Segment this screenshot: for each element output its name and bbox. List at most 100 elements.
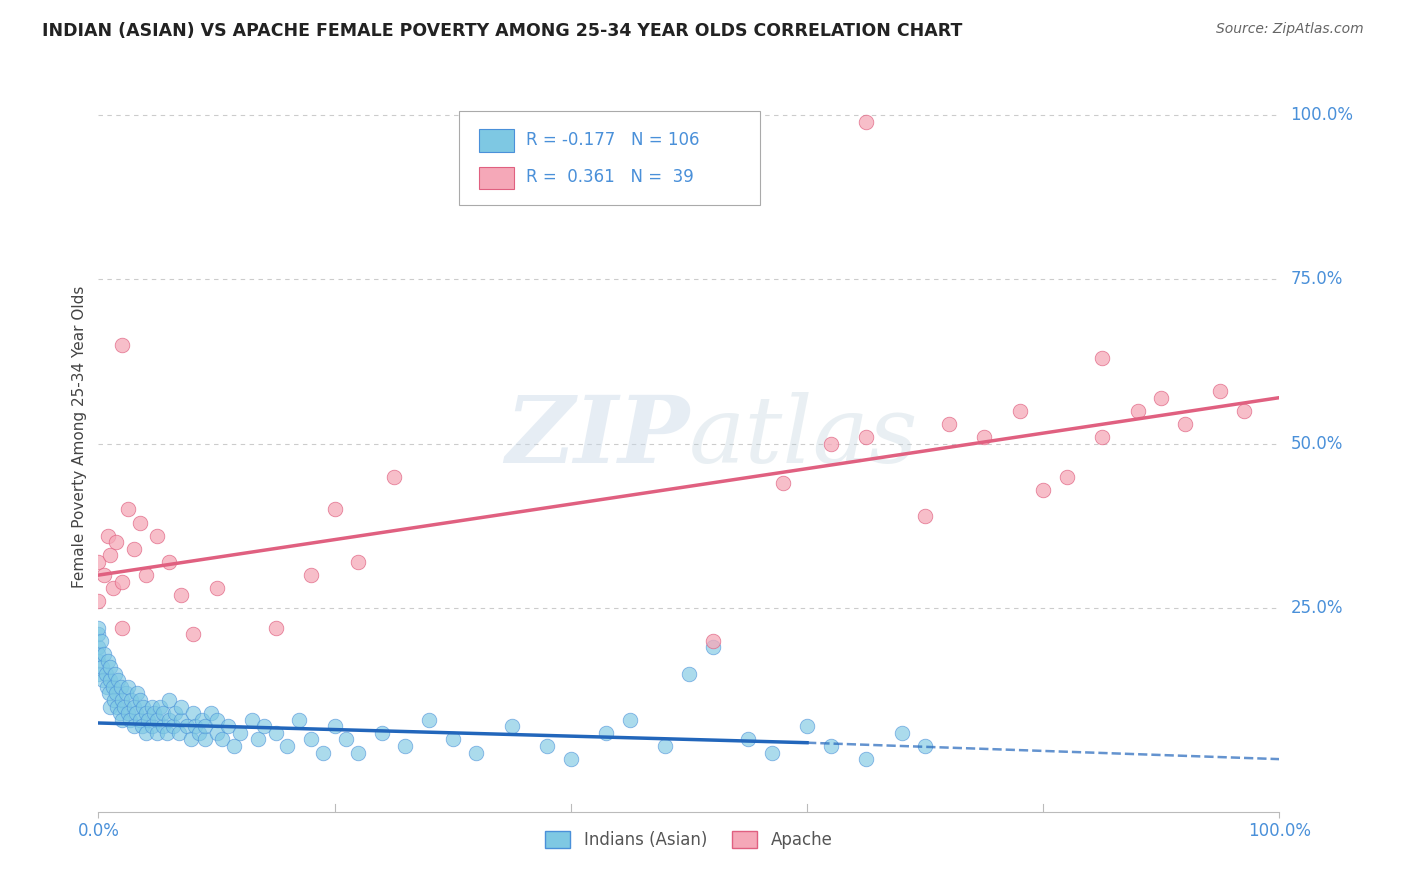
Point bbox=[702, 640, 724, 655]
Point bbox=[1126, 404, 1149, 418]
Point bbox=[371, 726, 394, 740]
Point bbox=[276, 739, 298, 753]
Point bbox=[93, 647, 115, 661]
Text: Source: ZipAtlas.com: Source: ZipAtlas.com bbox=[1216, 22, 1364, 37]
Point bbox=[1209, 384, 1232, 398]
Point bbox=[205, 581, 228, 595]
Point bbox=[1091, 351, 1114, 366]
Bar bbox=[478, 129, 515, 152]
Text: 25.0%: 25.0% bbox=[1291, 599, 1343, 617]
Point bbox=[170, 699, 193, 714]
Point bbox=[761, 746, 783, 760]
Point bbox=[678, 666, 700, 681]
Point bbox=[104, 666, 127, 681]
Point bbox=[465, 746, 488, 760]
Point bbox=[135, 568, 157, 582]
Point bbox=[299, 568, 322, 582]
Point bbox=[146, 726, 169, 740]
Point bbox=[135, 706, 157, 720]
Point bbox=[87, 666, 110, 681]
Point bbox=[111, 693, 134, 707]
Point bbox=[323, 719, 346, 733]
Point bbox=[335, 732, 357, 747]
Point bbox=[772, 476, 794, 491]
Point bbox=[323, 502, 346, 516]
Point bbox=[105, 535, 128, 549]
Point bbox=[973, 430, 995, 444]
Point bbox=[181, 627, 204, 641]
Point bbox=[167, 726, 190, 740]
Point bbox=[121, 693, 143, 707]
Point bbox=[205, 713, 228, 727]
Point bbox=[87, 654, 110, 668]
Point bbox=[87, 594, 110, 608]
Point bbox=[253, 719, 276, 733]
Point bbox=[132, 699, 155, 714]
Point bbox=[441, 732, 464, 747]
Point bbox=[560, 752, 582, 766]
Point bbox=[94, 666, 117, 681]
Point bbox=[501, 719, 523, 733]
Point bbox=[394, 739, 416, 753]
Point bbox=[108, 706, 131, 720]
Text: 100.0%: 100.0% bbox=[1291, 106, 1354, 124]
Point bbox=[122, 541, 145, 556]
Point bbox=[98, 660, 121, 674]
Text: 50.0%: 50.0% bbox=[1291, 434, 1343, 452]
Point bbox=[187, 726, 209, 740]
Point bbox=[1174, 417, 1197, 431]
Point bbox=[702, 633, 724, 648]
Point bbox=[117, 680, 139, 694]
Point bbox=[117, 706, 139, 720]
Point bbox=[156, 726, 179, 740]
Point bbox=[111, 574, 134, 589]
Point bbox=[111, 713, 134, 727]
Text: atlas: atlas bbox=[689, 392, 918, 482]
Point bbox=[152, 719, 174, 733]
Point bbox=[536, 739, 558, 753]
Point bbox=[796, 719, 818, 733]
Point bbox=[157, 713, 180, 727]
Point bbox=[654, 739, 676, 753]
Point bbox=[128, 713, 150, 727]
Point bbox=[149, 699, 172, 714]
Point bbox=[820, 739, 842, 753]
Point bbox=[200, 706, 222, 720]
Point bbox=[176, 719, 198, 733]
Point bbox=[87, 627, 110, 641]
Point bbox=[1233, 404, 1256, 418]
Point bbox=[184, 719, 207, 733]
Point bbox=[938, 417, 960, 431]
Point bbox=[103, 693, 125, 707]
Point bbox=[855, 114, 877, 128]
Point bbox=[93, 568, 115, 582]
Point bbox=[240, 713, 263, 727]
Point bbox=[146, 529, 169, 543]
Point bbox=[114, 686, 136, 700]
Point bbox=[165, 706, 187, 720]
Point bbox=[128, 693, 150, 707]
Point bbox=[87, 555, 110, 569]
Point bbox=[418, 713, 440, 727]
Text: 75.0%: 75.0% bbox=[1291, 270, 1343, 288]
Text: R =  0.361   N =  39: R = 0.361 N = 39 bbox=[526, 168, 693, 186]
Point bbox=[619, 713, 641, 727]
Bar bbox=[478, 167, 515, 189]
Point bbox=[105, 686, 128, 700]
Text: R = -0.177   N = 106: R = -0.177 N = 106 bbox=[526, 130, 699, 149]
Point bbox=[264, 726, 287, 740]
FancyBboxPatch shape bbox=[458, 112, 759, 205]
Point bbox=[91, 673, 114, 688]
Point bbox=[1150, 391, 1173, 405]
Text: INDIAN (ASIAN) VS APACHE FEMALE POVERTY AMONG 25-34 YEAR OLDS CORRELATION CHART: INDIAN (ASIAN) VS APACHE FEMALE POVERTY … bbox=[42, 22, 963, 40]
Point bbox=[135, 726, 157, 740]
Point bbox=[855, 430, 877, 444]
Point bbox=[347, 746, 370, 760]
Point bbox=[347, 555, 370, 569]
Y-axis label: Female Poverty Among 25-34 Year Olds: Female Poverty Among 25-34 Year Olds bbox=[72, 286, 87, 588]
Point bbox=[162, 719, 184, 733]
Point bbox=[142, 706, 165, 720]
Point bbox=[111, 621, 134, 635]
Point bbox=[141, 719, 163, 733]
Point bbox=[1091, 430, 1114, 444]
